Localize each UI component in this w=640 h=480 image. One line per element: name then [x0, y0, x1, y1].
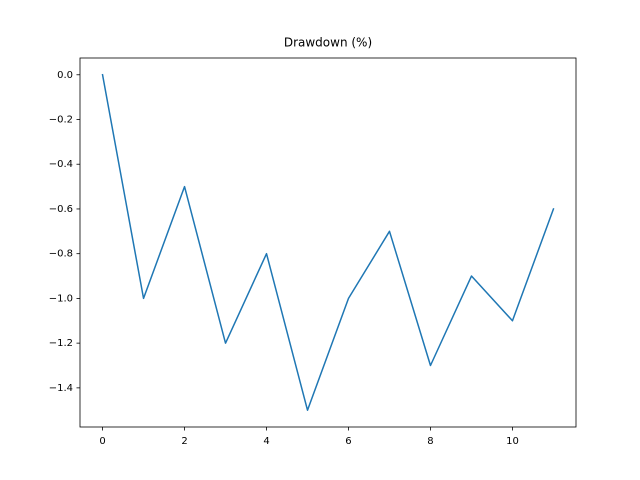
y-tick-label: −1.0: [49, 293, 73, 304]
y-tick-label: −0.8: [49, 249, 73, 260]
x-tick-label: 8: [427, 436, 433, 447]
x-tick-label: 10: [506, 436, 519, 447]
x-tick-label: 2: [181, 436, 187, 447]
x-tick-label: 0: [99, 436, 105, 447]
x-tick-label: 4: [263, 436, 269, 447]
y-tick-label: −1.4: [49, 383, 73, 394]
y-tick-label: −1.2: [49, 338, 73, 349]
y-tick-label: 0.0: [57, 70, 73, 81]
y-tick-label: −0.2: [49, 115, 73, 126]
chart-title: Drawdown (%): [284, 36, 372, 50]
plot-frame: [79, 57, 577, 428]
y-tick-label: −0.6: [49, 204, 73, 215]
y-tick-label: −0.4: [49, 159, 73, 170]
line: [101, 73, 555, 411]
x-tick-label: 6: [345, 436, 351, 447]
